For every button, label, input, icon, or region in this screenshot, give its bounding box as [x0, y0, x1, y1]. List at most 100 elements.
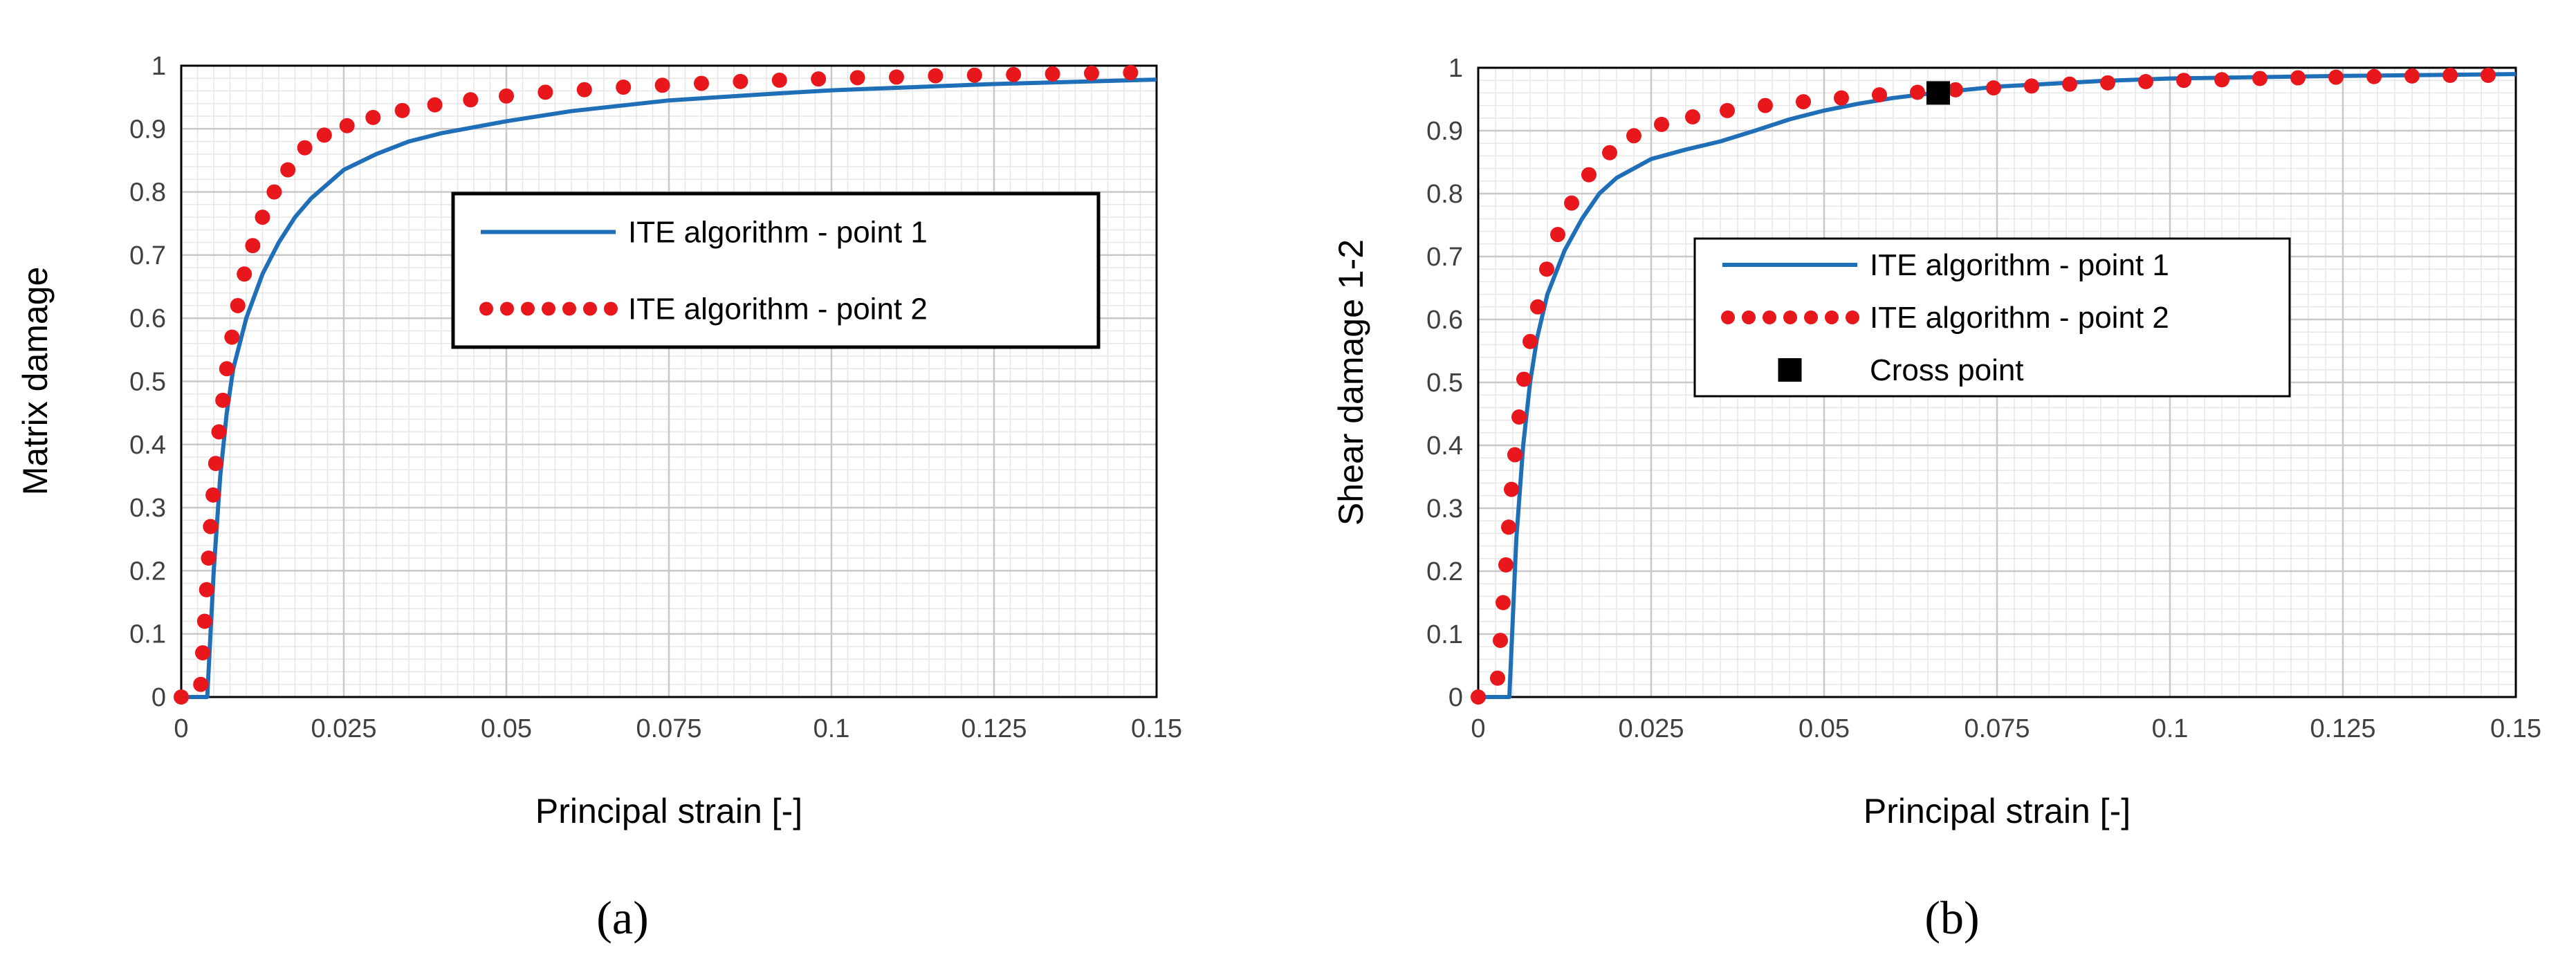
- data-point: [2138, 74, 2153, 90]
- data-point: [339, 118, 355, 133]
- data-point: [316, 127, 332, 143]
- y-tick-label: 0.2: [129, 557, 166, 586]
- legend-swatch-dot: [500, 301, 514, 316]
- data-point: [266, 184, 282, 200]
- data-point: [245, 238, 261, 254]
- data-point: [1504, 481, 1519, 497]
- data-point: [203, 519, 219, 535]
- x-tick-label: 0.15: [2490, 714, 2541, 743]
- data-point: [230, 297, 246, 313]
- data-point: [237, 266, 252, 282]
- data-point: [654, 77, 670, 93]
- data-point: [2366, 68, 2382, 84]
- legend-swatch-dot: [583, 301, 597, 316]
- y-tick-label: 0.8: [1426, 180, 1463, 209]
- data-point: [1006, 66, 1022, 82]
- data-point: [2214, 72, 2229, 88]
- data-point: [2252, 71, 2267, 86]
- y-tick-label: 0.8: [129, 178, 166, 207]
- data-point: [1720, 102, 1735, 118]
- x-tick-label: 0.1: [813, 714, 850, 743]
- series-ite-algorithm-point-1: [181, 77, 1157, 699]
- x-tick-label: 0.075: [636, 714, 701, 743]
- x-tick-label: 0.125: [961, 714, 1027, 743]
- legend-label: Cross point: [1870, 353, 2024, 387]
- data-point: [1602, 145, 1617, 160]
- x-tick-label: 0.025: [1618, 714, 1684, 743]
- data-point: [1490, 670, 1505, 686]
- legend-swatch-dot: [1783, 310, 1797, 324]
- data-point: [1530, 299, 1545, 315]
- data-point: [733, 73, 748, 89]
- data-point: [255, 210, 270, 225]
- series-cross-point: [1926, 81, 1950, 105]
- data-point: [2024, 78, 2039, 94]
- data-point: [2176, 73, 2191, 89]
- data-point: [1685, 109, 1700, 124]
- data-point: [1493, 633, 1508, 649]
- y-tick-label: 0.4: [129, 431, 166, 460]
- data-point: [1986, 80, 2001, 96]
- data-point: [280, 162, 296, 178]
- data-point: [208, 456, 223, 472]
- y-tick-label: 0: [1448, 683, 1463, 712]
- data-point: [297, 140, 313, 156]
- legend-swatch-dot: [1846, 310, 1859, 324]
- data-point: [1626, 128, 1641, 144]
- data-point: [537, 84, 553, 100]
- x-tick-label: 0.025: [311, 714, 376, 743]
- data-point: [219, 361, 234, 377]
- data-point: [463, 92, 479, 108]
- x-tick-label: 0.075: [1964, 714, 2030, 743]
- data-point: [889, 69, 904, 85]
- legend-swatch-dot: [1804, 310, 1818, 324]
- data-point: [427, 97, 443, 113]
- legend-swatch-dot: [1742, 310, 1756, 324]
- x-tick-label: 0.15: [1131, 714, 1182, 743]
- data-point: [1581, 167, 1597, 183]
- chart-b: 0 0.025 0.05 0.075 0.1 0.125 0.15 0 0.1 0.2 0.3 0.4…: [1332, 54, 2541, 944]
- data-point: [2442, 67, 2458, 83]
- y-tick-label: 0.5: [1426, 369, 1463, 398]
- legend-swatch-square: [1778, 358, 1802, 382]
- legend-label: ITE algorithm - point 2: [1870, 301, 2169, 335]
- legend-box: [451, 192, 1101, 349]
- legend-swatch-dot: [604, 301, 618, 316]
- y-tick-label: 0.6: [1426, 306, 1463, 335]
- legend-swatch-dot: [562, 301, 576, 316]
- y-tick-label: 0.6: [129, 304, 166, 333]
- panel-label: (a): [596, 891, 648, 944]
- legend-swatch-dot: [479, 301, 493, 316]
- data-point: [1471, 689, 1486, 705]
- data-point: [2290, 70, 2306, 86]
- x-axis-label: Principal strain [-]: [1864, 792, 2131, 830]
- data-point: [1516, 371, 1531, 387]
- y-tick-label: 0.3: [129, 494, 166, 523]
- x-tick-label: 0.1: [2152, 714, 2189, 743]
- panel-label: (b): [1924, 891, 1979, 944]
- data-point: [1511, 409, 1527, 425]
- data-point: [2100, 75, 2115, 91]
- data-point: [211, 424, 227, 440]
- data-point: [215, 392, 231, 408]
- y-tick-label: 0.4: [1426, 431, 1463, 461]
- x-tick-label: 0.05: [1798, 714, 1850, 743]
- data-point: [1796, 94, 1811, 110]
- data-point: [1948, 82, 1963, 97]
- data-point: [1910, 84, 1925, 100]
- data-point: [616, 80, 632, 95]
- data-point: [694, 75, 709, 91]
- legend-label: ITE algorithm - point 1: [628, 216, 928, 250]
- data-point: [1872, 87, 1887, 103]
- data-point: [205, 487, 221, 503]
- data-point: [394, 102, 410, 118]
- data-point: [928, 68, 944, 84]
- cross-point-marker: [1926, 81, 1950, 105]
- y-tick-label: 1: [1448, 54, 1463, 83]
- y-tick-label: 1: [151, 52, 166, 81]
- data-point: [1045, 66, 1060, 82]
- data-point: [201, 550, 217, 566]
- data-point: [1564, 195, 1579, 211]
- data-point: [199, 582, 214, 597]
